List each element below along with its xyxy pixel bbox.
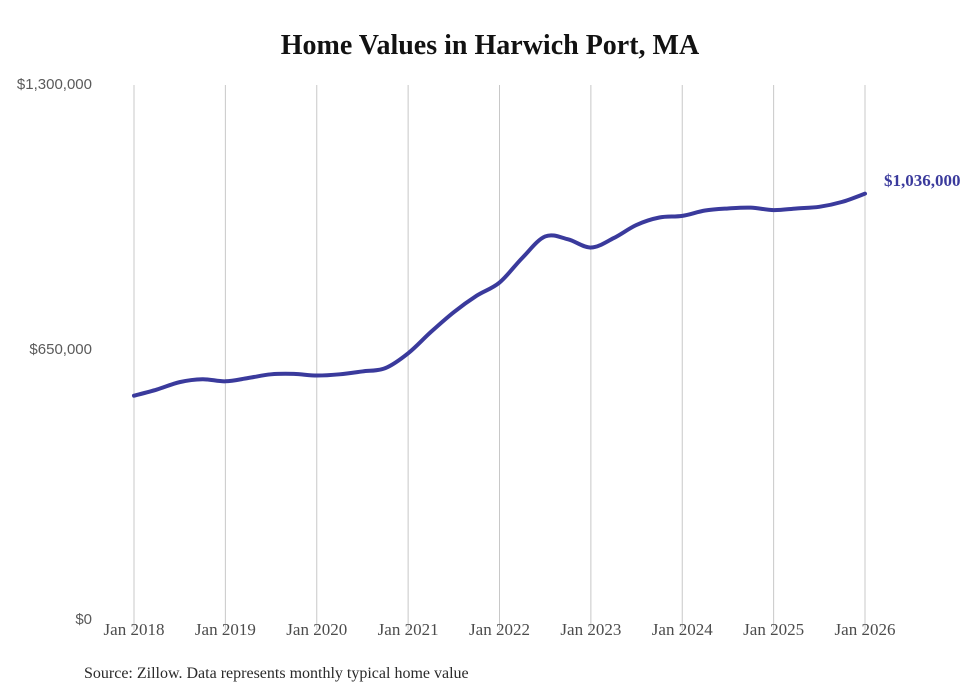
x-axis-tick-label: Jan 2023 bbox=[560, 620, 622, 639]
x-axis-tick-label: Jan 2019 bbox=[194, 620, 256, 639]
x-axis-tick-label: Jan 2018 bbox=[103, 620, 165, 639]
y-axis-tick-zero: $0 bbox=[75, 611, 92, 628]
x-axis-tick-label: Jan 2026 bbox=[834, 620, 896, 639]
page-title: Home Values in Harwich Port, MA bbox=[280, 30, 700, 61]
y-axis-tick-top: $1,300,000 bbox=[16, 76, 92, 93]
source-note: Source: Zillow. Data represents monthly … bbox=[84, 665, 469, 682]
x-axis-tick-label: Jan 2025 bbox=[743, 620, 805, 639]
y-axis-tick-mid: $650,000 bbox=[29, 341, 92, 358]
gridlines-group bbox=[133, 85, 866, 630]
x-axis-tick-label: Jan 2022 bbox=[469, 620, 530, 639]
series-line-typical-home-value bbox=[132, 191, 867, 398]
x-axis-tick-label: Jan 2021 bbox=[377, 620, 439, 639]
x-axis-tick-label: Jan 2024 bbox=[651, 620, 713, 639]
end-value-annotation: $1,036,000 bbox=[884, 171, 961, 190]
x-axis-tick-label: Jan 2020 bbox=[286, 620, 348, 639]
